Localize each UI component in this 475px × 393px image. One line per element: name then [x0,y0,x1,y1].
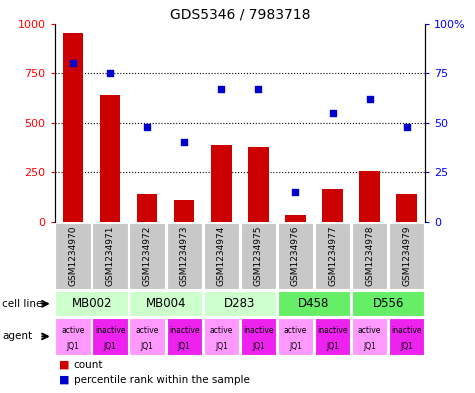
Bar [278,223,313,289]
Text: GSM1234970: GSM1234970 [69,226,77,286]
Point [143,123,151,130]
Text: JQ1: JQ1 [289,342,302,351]
Text: JQ1: JQ1 [215,342,228,351]
Bar [93,223,128,289]
Text: D458: D458 [298,297,330,310]
Bar [389,318,424,354]
Bar [174,200,194,222]
Bar [315,223,350,289]
Bar [63,33,83,222]
Text: JQ1: JQ1 [141,342,154,351]
Text: D556: D556 [372,297,404,310]
Text: JQ1: JQ1 [252,342,265,351]
Bar [204,223,239,289]
Text: active: active [135,326,159,335]
Bar [100,95,120,222]
Text: JQ1: JQ1 [326,342,339,351]
Text: active: active [284,326,307,335]
Bar [323,189,342,222]
Text: GSM1234974: GSM1234974 [217,226,226,286]
Text: JQ1: JQ1 [178,342,191,351]
Text: MB002: MB002 [71,297,112,310]
Bar [389,223,424,289]
Text: JQ1: JQ1 [400,342,413,351]
Point [180,139,188,145]
Bar [56,223,91,289]
Bar [167,318,202,354]
Text: GSM1234971: GSM1234971 [106,226,114,286]
Text: inactive: inactive [243,326,274,335]
Bar [360,171,380,222]
Text: GSM1234973: GSM1234973 [180,226,189,286]
Text: percentile rank within the sample: percentile rank within the sample [74,375,249,385]
Bar [130,318,165,354]
Bar [352,318,387,354]
Title: GDS5346 / 7983718: GDS5346 / 7983718 [170,7,310,21]
Bar [167,223,202,289]
Bar [56,292,128,316]
Text: GSM1234976: GSM1234976 [291,226,300,286]
Text: GSM1234979: GSM1234979 [402,226,411,286]
Bar [397,194,417,222]
Text: inactive: inactive [391,326,422,335]
Text: GSM1234975: GSM1234975 [254,226,263,286]
Point [106,70,114,76]
Bar [211,145,231,222]
Point [403,123,410,130]
Text: MB004: MB004 [145,297,186,310]
Text: active: active [61,326,85,335]
Text: JQ1: JQ1 [66,342,80,351]
Bar [352,292,424,316]
Text: JQ1: JQ1 [363,342,376,351]
Text: count: count [74,360,103,370]
Text: cell line: cell line [2,299,43,309]
Text: D283: D283 [224,297,256,310]
Bar [278,318,313,354]
Bar [285,215,305,222]
Text: JQ1: JQ1 [104,342,117,351]
Text: active: active [209,326,233,335]
Text: ■: ■ [59,375,70,385]
Bar [56,318,91,354]
Text: active: active [358,326,381,335]
Point [218,86,225,92]
Text: GSM1234977: GSM1234977 [328,226,337,286]
Text: inactive: inactive [317,326,348,335]
Bar [137,194,157,222]
Text: ■: ■ [59,360,70,370]
Bar [241,223,276,289]
Bar [93,318,128,354]
Point [255,86,262,92]
Text: GSM1234978: GSM1234978 [365,226,374,286]
Text: inactive: inactive [169,326,200,335]
Bar [204,318,239,354]
Point [366,96,373,102]
Bar [278,292,350,316]
Bar [241,318,276,354]
Text: agent: agent [2,331,32,342]
Bar [130,223,165,289]
Text: inactive: inactive [95,326,125,335]
Point [69,60,77,66]
Point [292,189,299,195]
Bar [130,292,202,316]
Bar [352,223,387,289]
Bar [315,318,350,354]
Text: GSM1234972: GSM1234972 [143,226,152,286]
Bar [248,147,268,222]
Point [329,110,336,116]
Bar [204,292,276,316]
